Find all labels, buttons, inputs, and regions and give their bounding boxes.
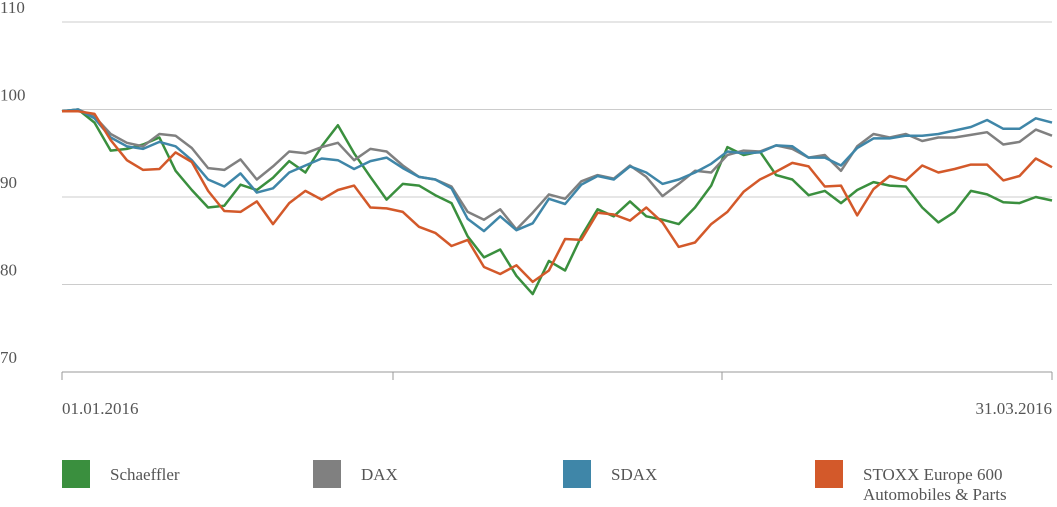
legend-label: Schaeffler xyxy=(110,465,180,484)
x-tick-label: 31.03.2016 xyxy=(976,399,1053,418)
y-tick-label: 80 xyxy=(0,260,17,279)
legend-item: DAX xyxy=(313,460,551,488)
series-line xyxy=(61,108,1053,231)
legend-swatch xyxy=(815,460,843,488)
legend-swatch xyxy=(313,460,341,488)
y-tick-label: 70 xyxy=(0,348,17,367)
y-tick-label: 90 xyxy=(0,173,17,192)
series-line xyxy=(62,110,1053,284)
y-tick-label: 100 xyxy=(0,85,26,104)
y-tick-label: 110 xyxy=(0,0,25,17)
series-line xyxy=(61,108,1053,296)
legend: Schaeffler DAX SDAX STOXX Europe 600 Automo… xyxy=(0,460,1057,507)
legend-label: DAX xyxy=(361,465,398,484)
legend-label: SDAX xyxy=(611,465,658,484)
legend-label: STOXX Europe 600 Automobiles & Parts xyxy=(863,465,1007,504)
chart: 70 80 90 100 110 01.01.2016 31.03.2016 xyxy=(0,0,1053,418)
legend-item: STOXX Europe 600 Automobiles & Parts xyxy=(815,460,1053,505)
x-tick-label: 01.01.2016 xyxy=(62,399,139,418)
legend-swatch xyxy=(62,460,90,488)
legend-swatch xyxy=(563,460,591,488)
series-line xyxy=(61,108,1053,233)
legend-item: Schaeffler xyxy=(62,460,300,488)
legend-item: SDAX xyxy=(563,460,801,488)
